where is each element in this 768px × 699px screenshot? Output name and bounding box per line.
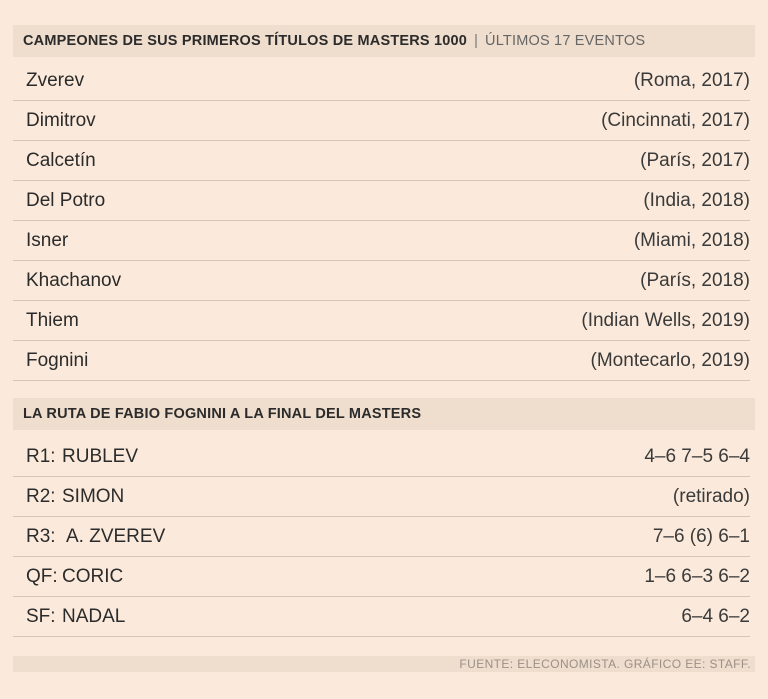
match-round: R2: <box>26 485 56 507</box>
section2-title: LA RUTA DE FABIO FOGNINI A LA FINAL DEL … <box>23 406 422 422</box>
section1-subtitle: ÚLTIMOS 17 EVENTOS <box>485 33 646 49</box>
match-opponent: CORIC <box>62 565 124 587</box>
match-round: QF: <box>26 565 58 587</box>
section1-header: CAMPEONES DE SUS PRIMEROS TÍTULOS DE MAS… <box>13 25 755 57</box>
match-row: R2: SIMON (retirado) <box>13 477 750 517</box>
match-opponent: SIMON <box>62 485 125 507</box>
match-score: 6–4 6–2 <box>681 605 750 627</box>
section1-title: CAMPEONES DE SUS PRIMEROS TÍTULOS DE MAS… <box>23 33 468 49</box>
champion-event: (Miami, 2018) <box>633 229 750 251</box>
match-row: QF: CORIC 1–6 6–3 6–2 <box>13 557 750 597</box>
champion-event: (Cincinnati, 2017) <box>601 109 750 131</box>
champion-row: Fognini (Montecarlo, 2019) <box>13 341 750 381</box>
match-round: R3: <box>26 525 56 547</box>
match-round: SF: <box>26 605 56 627</box>
match-score: 7–6 (6) 6–1 <box>652 525 750 547</box>
match-left: R2: SIMON <box>13 486 124 508</box>
match-round: R1: <box>26 445 56 467</box>
champion-row: Calcetín (París, 2017) <box>13 141 750 181</box>
match-opponent: RUBLEV <box>62 445 139 467</box>
match-opponent: A. ZVEREV <box>66 525 166 547</box>
champion-event: (Montecarlo, 2019) <box>590 349 750 371</box>
champion-row: Dimitrov (Cincinnati, 2017) <box>13 101 750 141</box>
champion-row: Del Potro (India, 2018) <box>13 181 750 221</box>
champion-row: Isner (Miami, 2018) <box>13 221 750 261</box>
match-opponent: NADAL <box>62 605 126 627</box>
champion-event: (Indian Wells, 2019) <box>581 309 750 331</box>
champion-name: Khachanov <box>26 269 122 291</box>
champion-name: Zverev <box>26 69 85 91</box>
champion-event: (París, 2017) <box>640 149 750 171</box>
section1-separator: | <box>474 33 479 49</box>
match-row: R1: RUBLEV 4–6 7–5 6–4 <box>13 437 750 477</box>
champion-event: (Roma, 2017) <box>633 69 750 91</box>
section2-header: LA RUTA DE FABIO FOGNINI A LA FINAL DEL … <box>13 398 755 430</box>
match-left: R3: A. ZVEREV <box>13 526 165 548</box>
match-score: (retirado) <box>672 485 750 507</box>
champion-row: Zverev (Roma, 2017) <box>13 61 750 101</box>
source-text: FUENTE: ELECONOMISTA. GRÁFICO EE: STAFF. <box>459 657 751 671</box>
champion-name: Thiem <box>26 309 79 331</box>
match-score: 4–6 7–5 6–4 <box>644 445 750 467</box>
champion-row: Thiem (Indian Wells, 2019) <box>13 301 750 341</box>
champion-name: Dimitrov <box>26 109 96 131</box>
match-left: QF: CORIC <box>13 566 123 588</box>
match-left: SF: NADAL <box>13 606 125 628</box>
match-score: 1–6 6–3 6–2 <box>644 565 750 587</box>
champion-name: Del Potro <box>26 189 106 211</box>
match-row: SF: NADAL 6–4 6–2 <box>13 597 750 637</box>
champion-name: Isner <box>26 229 69 251</box>
champion-name: Calcetín <box>26 149 96 171</box>
match-left: R1: RUBLEV <box>13 446 138 468</box>
champion-event: (India, 2018) <box>643 189 750 211</box>
match-row: R3: A. ZVEREV 7–6 (6) 6–1 <box>13 517 750 557</box>
champion-name: Fognini <box>26 349 89 371</box>
source-footer: FUENTE: ELECONOMISTA. GRÁFICO EE: STAFF. <box>13 656 755 672</box>
champion-event: (París, 2018) <box>640 269 750 291</box>
champion-row: Khachanov (París, 2018) <box>13 261 750 301</box>
